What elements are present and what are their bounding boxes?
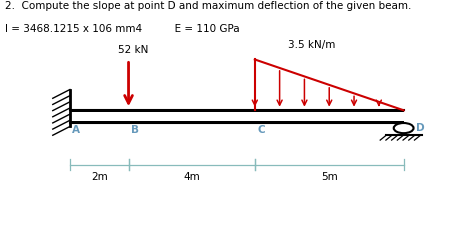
Text: B: B — [131, 125, 139, 135]
Bar — [70, 112, 404, 121]
Text: 3.5 kN/m: 3.5 kN/m — [288, 40, 335, 50]
Text: C: C — [257, 125, 265, 135]
Text: I = 3468.1215 x 106 mm4          E = 110 GPa: I = 3468.1215 x 106 mm4 E = 110 GPa — [5, 24, 239, 34]
Text: A: A — [72, 125, 80, 135]
Bar — [70, 110, 404, 123]
Text: 5m: 5m — [321, 171, 338, 182]
Text: 52 kN: 52 kN — [118, 45, 148, 55]
Text: 2.  Compute the slope at point D and maximum deflection of the given beam.: 2. Compute the slope at point D and maxi… — [5, 1, 411, 11]
Circle shape — [394, 123, 414, 133]
Text: 4m: 4m — [183, 171, 200, 182]
Text: 2m: 2m — [91, 171, 108, 182]
Text: D: D — [416, 123, 425, 133]
